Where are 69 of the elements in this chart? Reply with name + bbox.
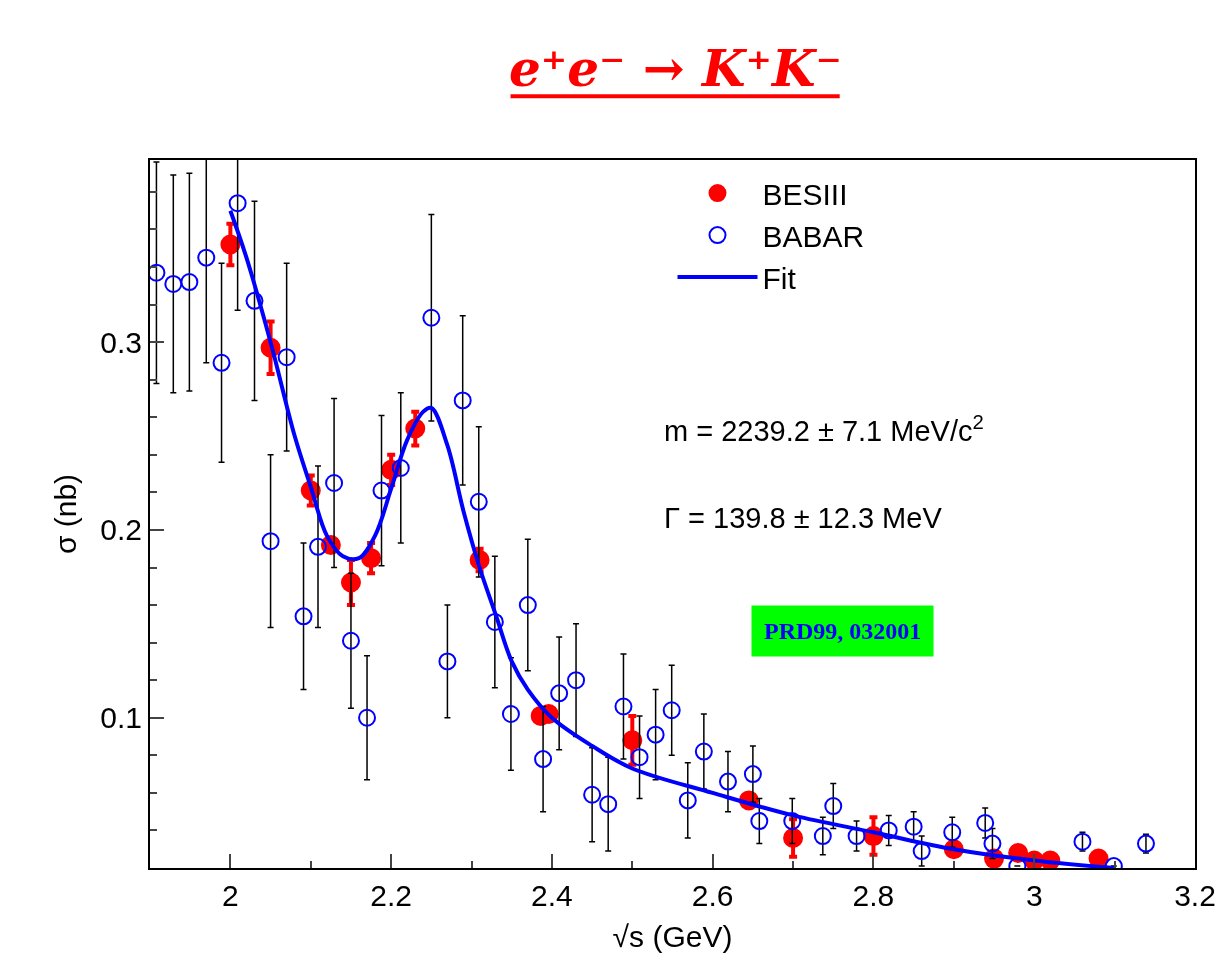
- point: [518, 596, 537, 615]
- x-tick-label: 2: [222, 879, 239, 912]
- point: [228, 194, 247, 213]
- point: [599, 795, 618, 814]
- point: [630, 748, 649, 767]
- point: [879, 821, 898, 840]
- point: [943, 823, 962, 842]
- y-axis-title: σ (nb): [48, 473, 82, 555]
- annotation: Γ = 139.8 ± 12.3 MeV: [664, 502, 943, 534]
- point: [983, 834, 1002, 853]
- point: [583, 785, 602, 804]
- point: [197, 248, 216, 267]
- y-tick-label: 0.1: [100, 701, 142, 735]
- point: [485, 612, 504, 631]
- point: [277, 348, 296, 367]
- point: [694, 742, 713, 761]
- point: [750, 812, 769, 831]
- point: [904, 817, 923, 836]
- point: [245, 291, 264, 310]
- point: [847, 827, 866, 846]
- point: [261, 532, 280, 551]
- point: [294, 607, 313, 626]
- point: [614, 697, 633, 716]
- point: [646, 725, 665, 744]
- legend-label: BABAR: [762, 219, 865, 253]
- point: [422, 308, 441, 327]
- x-axis-title: √s (GeV): [612, 920, 733, 953]
- point: [976, 813, 995, 832]
- point: [534, 750, 553, 769]
- legend-label: BESIII: [762, 177, 848, 211]
- point: [309, 537, 327, 556]
- point: [1073, 832, 1092, 851]
- point: [453, 391, 472, 410]
- annotation: m = 2239.2 ± 7.1 MeV/c$^{2}$: [664, 411, 984, 448]
- x-tick-label: 2.2: [370, 879, 413, 912]
- point: [501, 705, 520, 723]
- point: [469, 492, 488, 511]
- point: [550, 684, 569, 703]
- point: [325, 474, 344, 492]
- point: [824, 797, 843, 816]
- point: [180, 273, 199, 292]
- x-tick-label: 2.6: [691, 879, 734, 912]
- point: [164, 274, 183, 293]
- x-tick-label: 2.4: [531, 879, 573, 912]
- point: [662, 701, 681, 720]
- y-tick-label: 0.2: [100, 513, 142, 547]
- x-tick-label: 3: [1025, 879, 1043, 912]
- point: [391, 458, 410, 477]
- point: [567, 671, 586, 690]
- point: [372, 481, 391, 500]
- point: [718, 772, 737, 791]
- point: [438, 652, 457, 671]
- point: [622, 730, 643, 751]
- point: [212, 353, 231, 372]
- point: [220, 234, 241, 255]
- chart-title: e⁺e⁻ → K⁺K⁻: [508, 38, 842, 98]
- point: [813, 827, 832, 846]
- y-tick-label: 0.3: [100, 325, 142, 359]
- point: [743, 765, 762, 784]
- point: [358, 708, 377, 727]
- point: [1136, 834, 1155, 853]
- annotation: PRD99, 032001: [764, 618, 922, 644]
- point: [678, 791, 697, 810]
- point: [783, 812, 802, 831]
- point: [912, 842, 931, 861]
- point: [341, 631, 360, 650]
- x-tick-label: 2.8: [852, 879, 895, 912]
- legend-label: Fit: [762, 261, 797, 295]
- x-tick-label: 3.2: [1174, 879, 1216, 912]
